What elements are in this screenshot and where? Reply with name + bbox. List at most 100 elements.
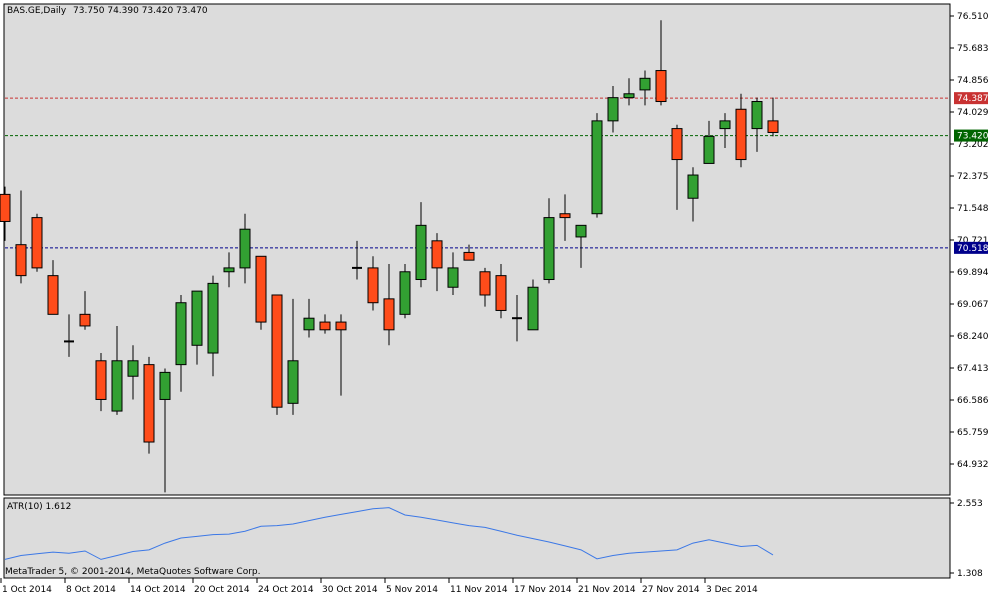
candle bbox=[607, 86, 619, 133]
y-tick-label: 72.375 bbox=[957, 172, 989, 182]
symbol-label: BAS.GE,Daily bbox=[7, 6, 67, 16]
candle bbox=[223, 252, 235, 288]
candle-body bbox=[367, 267, 379, 304]
candle bbox=[175, 294, 187, 392]
level-label: 70.518 bbox=[957, 244, 989, 254]
x-tick-label: 30 Oct 2014 bbox=[322, 585, 378, 595]
candle-body bbox=[383, 298, 395, 331]
candle bbox=[191, 290, 203, 365]
candle bbox=[143, 356, 155, 454]
candle-layer bbox=[0, 20, 779, 493]
candle bbox=[0, 186, 11, 241]
candle-body bbox=[111, 360, 123, 412]
candle-body bbox=[159, 371, 171, 400]
candle bbox=[303, 298, 315, 338]
candle-body bbox=[559, 213, 571, 219]
candle bbox=[447, 252, 459, 295]
candle bbox=[512, 294, 522, 342]
y-tick-label: 76.510 bbox=[957, 12, 989, 22]
candle-body bbox=[687, 174, 699, 199]
candle-body bbox=[495, 275, 507, 311]
candle bbox=[319, 314, 331, 334]
y-tick-label: 69.894 bbox=[957, 268, 989, 278]
candle-body bbox=[735, 108, 747, 161]
x-tick-label: 8 Oct 2014 bbox=[66, 585, 116, 595]
candle bbox=[719, 113, 731, 148]
candle bbox=[255, 255, 267, 330]
candle-body bbox=[399, 271, 411, 315]
candle bbox=[463, 244, 475, 261]
candle bbox=[527, 279, 539, 331]
candle bbox=[271, 294, 283, 415]
candle-body bbox=[431, 240, 443, 269]
y-tick-label: 75.683 bbox=[957, 44, 989, 54]
y-tick-label: 67.413 bbox=[957, 364, 989, 374]
level-label: 73.420 bbox=[957, 132, 989, 142]
axis-layer: 76.510 75.683 74.856 74.029 73.202 72.375 71.5… bbox=[0, 12, 989, 595]
atr-layer bbox=[4, 507, 774, 560]
candle-body bbox=[287, 360, 299, 404]
candle bbox=[655, 20, 667, 106]
candle bbox=[287, 298, 299, 415]
level-label-box bbox=[954, 92, 988, 105]
y-tick-label: 71.548 bbox=[957, 204, 989, 214]
candle-body bbox=[271, 294, 283, 408]
candle bbox=[495, 264, 507, 319]
candle bbox=[687, 167, 699, 222]
atr-tick-label: 2.553 bbox=[957, 499, 983, 509]
candle-body bbox=[767, 120, 779, 133]
atr-label: ATR(10) 1.612 bbox=[7, 502, 71, 512]
x-tick-label: 27 Nov 2014 bbox=[642, 585, 700, 595]
y-tick-label: 65.759 bbox=[957, 428, 989, 438]
candle bbox=[79, 291, 91, 330]
level-label-box bbox=[954, 129, 988, 142]
candle-body bbox=[639, 77, 651, 91]
candle-body bbox=[591, 120, 603, 215]
candle bbox=[431, 233, 443, 292]
x-tick-label: 5 Nov 2014 bbox=[386, 585, 438, 595]
candle-body bbox=[127, 360, 139, 377]
candle-body bbox=[223, 267, 235, 273]
candle bbox=[591, 113, 603, 218]
candle-body bbox=[191, 290, 203, 346]
candle-body bbox=[0, 193, 11, 222]
candle bbox=[207, 275, 219, 377]
main-panel bbox=[3, 3, 951, 496]
candle bbox=[111, 325, 123, 415]
candle-body bbox=[575, 224, 587, 238]
candle bbox=[15, 190, 27, 284]
y-tick-label: 69.067 bbox=[957, 300, 989, 310]
y-tick-label: 74.856 bbox=[957, 76, 989, 86]
x-tick-label: 14 Oct 2014 bbox=[130, 585, 186, 595]
candle bbox=[95, 353, 107, 412]
candle-body bbox=[175, 302, 187, 366]
atr-panel bbox=[3, 497, 951, 579]
candle-body bbox=[719, 120, 731, 130]
candle-body bbox=[751, 101, 763, 130]
candle bbox=[239, 213, 251, 284]
candle-body bbox=[623, 93, 635, 99]
y-tick-label: 66.586 bbox=[957, 396, 989, 406]
x-tick-label: 20 Oct 2014 bbox=[194, 585, 250, 595]
candle-body bbox=[319, 321, 331, 331]
candle-body bbox=[31, 217, 43, 269]
candle-body bbox=[703, 135, 715, 164]
level-label: 74.387 bbox=[957, 94, 989, 104]
candle-body bbox=[79, 313, 91, 327]
candle bbox=[543, 198, 555, 284]
candle-body bbox=[207, 282, 219, 354]
candle bbox=[623, 78, 635, 106]
candle-body bbox=[239, 228, 251, 269]
y-tick-label: 68.240 bbox=[957, 332, 989, 342]
candle-body bbox=[415, 224, 427, 281]
candle bbox=[47, 260, 59, 315]
candle bbox=[415, 202, 427, 288]
candle bbox=[64, 314, 74, 357]
candle bbox=[671, 124, 683, 210]
candle-body bbox=[143, 364, 155, 443]
candle bbox=[559, 194, 571, 241]
y-tick-label: 73.202 bbox=[957, 140, 989, 150]
candle bbox=[383, 264, 395, 346]
